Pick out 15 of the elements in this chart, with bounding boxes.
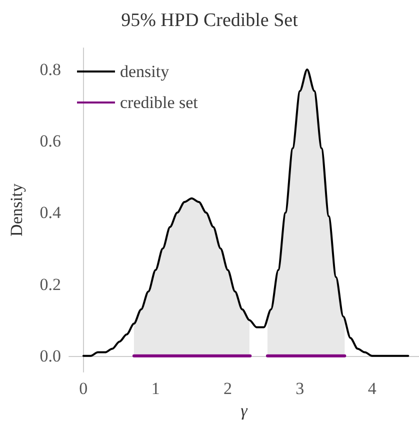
x-tick-label: 3 bbox=[296, 379, 304, 398]
legend-label: density bbox=[120, 62, 170, 81]
x-tick-label: 1 bbox=[151, 379, 160, 398]
x-tick-label: 0 bbox=[79, 379, 88, 398]
y-tick-label: 0.0 bbox=[40, 346, 61, 366]
y-tick-label: 0.8 bbox=[40, 60, 61, 79]
legend-label: credible set bbox=[120, 93, 198, 112]
x-tick-label: 4 bbox=[368, 379, 377, 398]
y-tick-label: 0.4 bbox=[40, 203, 62, 222]
x-tick-label: 2 bbox=[224, 379, 232, 398]
y-tick-label: 0.6 bbox=[40, 132, 61, 151]
y-axis-title: Density bbox=[7, 183, 26, 236]
x-axis-title: γ bbox=[240, 400, 249, 420]
chart-title: 95% HPD Credible Set bbox=[121, 10, 299, 31]
y-tick-label: 0.2 bbox=[40, 274, 61, 294]
